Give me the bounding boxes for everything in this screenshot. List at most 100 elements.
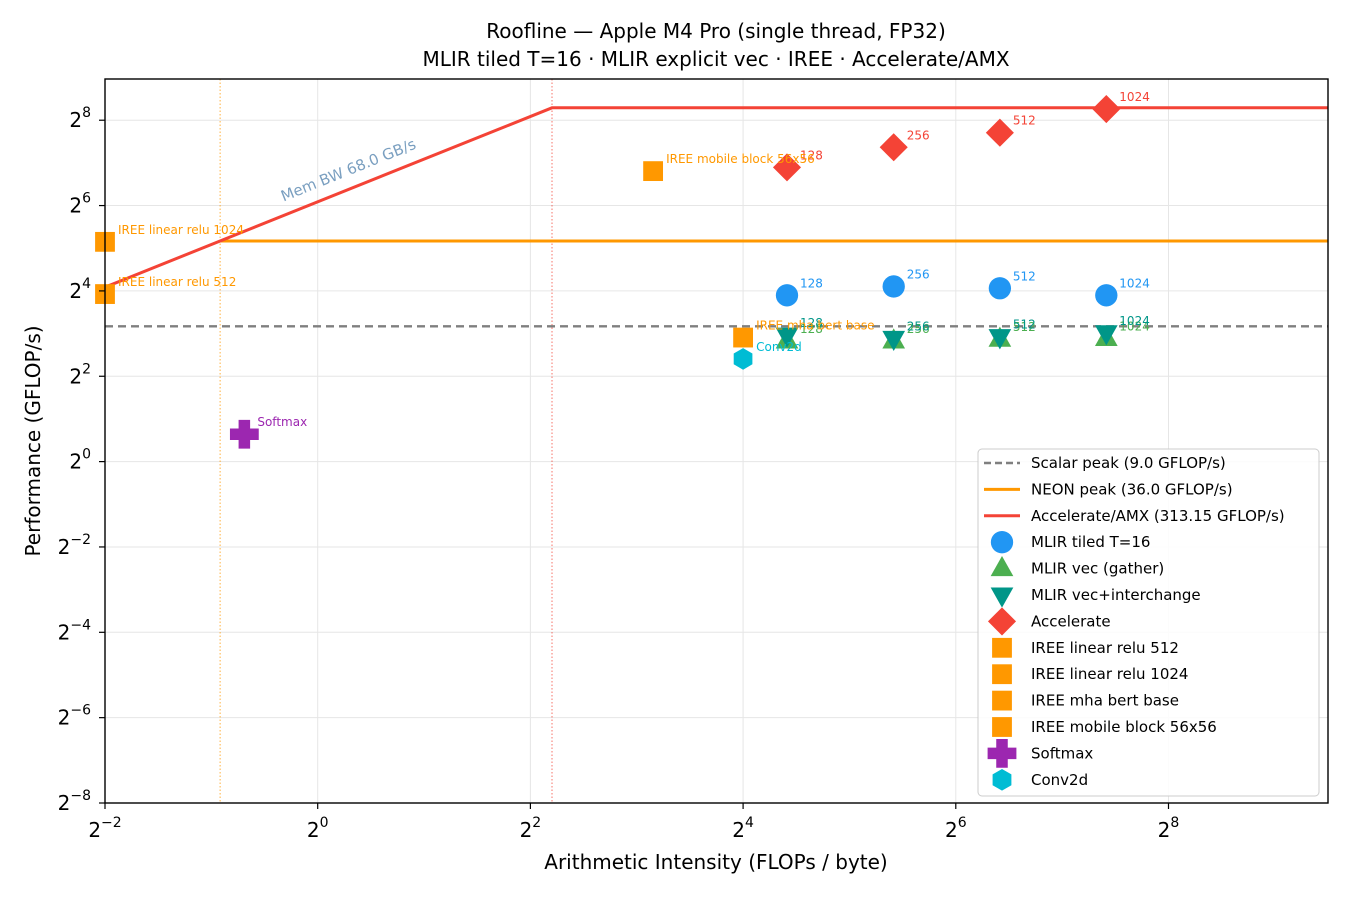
data-point	[879, 133, 908, 162]
legend-marker-swatch	[990, 531, 1014, 554]
y-tick-label: 22	[69, 361, 91, 388]
chart-subtitle: MLIR tiled T=16 · MLIR explicit vec · IR…	[422, 47, 1009, 71]
legend-marker-swatch	[990, 556, 1014, 577]
y-tick-label: 20	[69, 447, 91, 474]
point-label: 512	[1013, 269, 1036, 283]
point-label: IREE linear relu 1024	[118, 223, 244, 237]
x-tick-label: 2−2	[88, 815, 121, 842]
legend-entry-label: MLIR tiled T=16	[1031, 533, 1150, 551]
legend-entry-label: Scalar peak (9.0 GFLOP/s)	[1031, 454, 1226, 472]
y-tick-exponent: −4	[70, 617, 91, 633]
point-label: 256	[907, 267, 930, 281]
x-tick-exponent: 0	[320, 815, 329, 831]
y-tick-label: 28	[69, 105, 91, 132]
x-tick-base: 2	[307, 818, 320, 842]
y-tick-label: 2−8	[58, 788, 91, 815]
point-label: 512	[1013, 320, 1036, 334]
y-tick-exponent: −8	[70, 788, 91, 804]
y-tick-exponent: −6	[70, 703, 91, 719]
y-tick-base: 2	[58, 620, 71, 644]
chart-title: Roofline — Apple M4 Pro (single thread, …	[486, 19, 946, 43]
y-tick-base: 2	[58, 535, 71, 559]
ridge-reference-lines	[219, 79, 553, 803]
legend-entry-label: IREE linear relu 1024	[1031, 665, 1188, 683]
point-label: 512	[1013, 114, 1036, 128]
data-point	[229, 419, 259, 449]
legend-marker-swatch	[992, 717, 1012, 737]
data-point	[988, 329, 1012, 350]
data-point	[772, 153, 802, 182]
x-tick-label: 28	[1158, 815, 1180, 842]
legend-entry-label: MLIR vec+interchange	[1031, 586, 1201, 604]
y-tick-base: 2	[58, 706, 71, 730]
x-tick-base: 2	[1158, 818, 1171, 842]
x-tick-label: 20	[307, 815, 329, 842]
x-tick-base: 2	[945, 818, 958, 842]
legend-entry-label: Accelerate	[1031, 612, 1111, 630]
point-label: 1024	[1119, 90, 1150, 104]
point-label: Conv2d	[756, 340, 802, 354]
data-point	[775, 284, 799, 307]
data-point	[1094, 325, 1118, 346]
legend-entry-label: IREE linear relu 512	[1031, 639, 1179, 657]
x-tick-exponent: −2	[101, 815, 122, 831]
y-tick-base: 2	[69, 450, 82, 474]
data-point	[733, 327, 753, 348]
data-point	[1095, 284, 1118, 307]
legend-marker-swatch	[992, 637, 1012, 658]
y-tick-label: 2−2	[58, 532, 91, 559]
legend-marker-swatch	[992, 664, 1012, 685]
legend-marker-swatch	[987, 607, 1017, 636]
legend-marker-swatch	[987, 739, 1017, 768]
point-label: Softmax	[257, 415, 307, 429]
y-tick-exponent: −2	[70, 532, 91, 548]
legend-marker-swatch	[992, 690, 1012, 711]
data-point	[882, 330, 906, 351]
y-tick-exponent: 6	[82, 191, 91, 207]
point-label: 256	[907, 128, 930, 142]
y-tick-base: 2	[69, 194, 82, 218]
y-tick-base: 2	[69, 364, 82, 388]
x-tick-label: 22	[520, 815, 542, 842]
legend-marker-swatch	[990, 587, 1014, 608]
y-tick-label: 26	[69, 191, 91, 218]
legend-entry-label: Accelerate/AMX (313.15 GFLOP/s)	[1031, 507, 1285, 525]
y-tick-label: 24	[69, 276, 91, 303]
data-point	[882, 275, 905, 298]
point-label: 1024	[1119, 314, 1150, 328]
y-tick-base: 2	[58, 791, 71, 815]
y-tick-exponent: 8	[82, 105, 91, 121]
x-tick-exponent: 4	[745, 815, 754, 831]
amx-roofline	[104, 106, 1328, 289]
y-tick-label: 2−6	[58, 703, 91, 730]
x-tick-base: 2	[732, 818, 745, 842]
point-label: IREE mobile block 56x56	[666, 152, 815, 166]
y-tick-exponent: 4	[82, 276, 91, 292]
legend: Scalar peak (9.0 GFLOP/s) NEON peak (36.0…	[977, 448, 1320, 797]
legend-entry-label: IREE mobile block 56x56	[1031, 718, 1217, 736]
point-label: 128	[800, 276, 823, 290]
x-axis-label: Arithmetic Intensity (FLOPs / byte)	[544, 850, 887, 874]
x-tick-exponent: 8	[1170, 815, 1179, 831]
data-point	[775, 327, 799, 348]
y-axis-label: Performance (GFLOP/s)	[21, 325, 45, 556]
data-point	[985, 118, 1014, 147]
x-tick-base: 2	[88, 818, 101, 842]
x-tick-exponent: 2	[532, 815, 541, 831]
x-tick-exponent: 6	[958, 815, 967, 831]
point-label: 128	[800, 322, 823, 336]
data-point	[1092, 94, 1121, 124]
x-tick-label: 24	[732, 815, 754, 842]
data-point	[988, 277, 1012, 300]
y-tick-exponent: 0	[82, 447, 91, 463]
roofline-curves	[104, 106, 1328, 328]
point-label: IREE mha bert base	[756, 319, 874, 333]
x-tick-base: 2	[520, 818, 533, 842]
y-tick-base: 2	[69, 108, 82, 132]
legend-marker-swatch	[992, 769, 1012, 791]
point-label: 256	[907, 322, 930, 336]
legend-entry-label: Softmax	[1031, 744, 1093, 762]
